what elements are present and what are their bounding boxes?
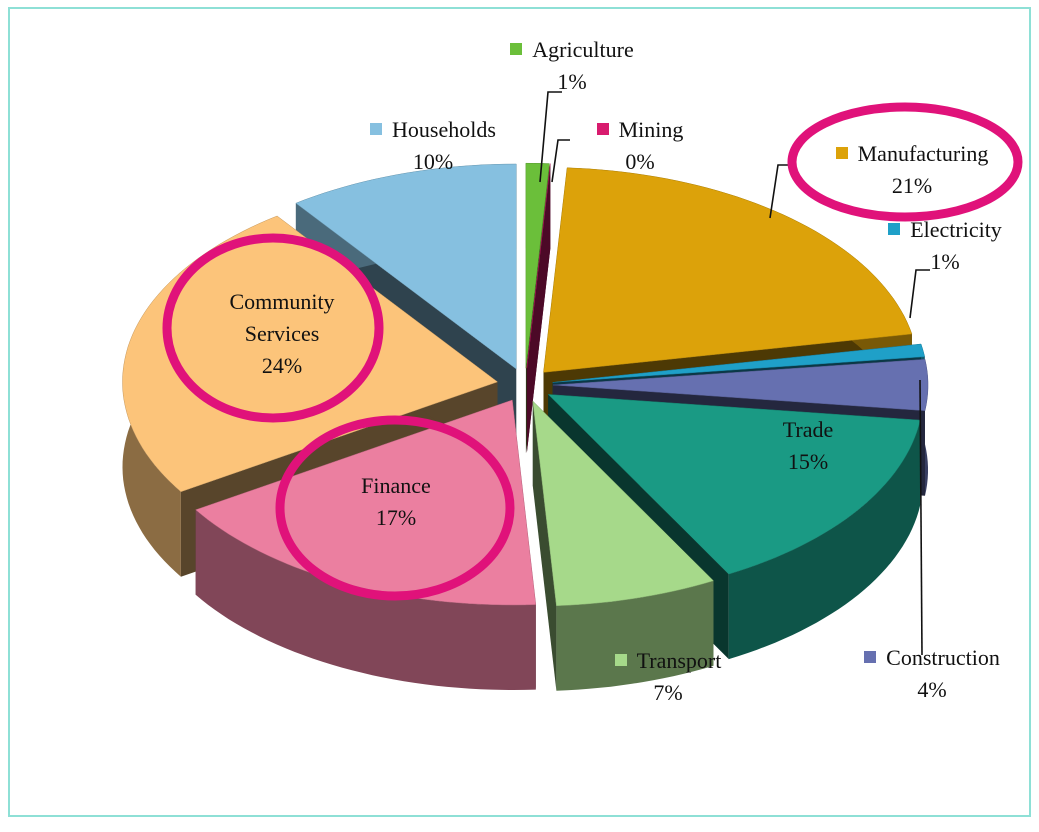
- legend-swatch: [370, 123, 383, 135]
- data-label: Community Services 24%: [207, 286, 357, 382]
- value-label: 10%: [412, 149, 454, 174]
- label-name-line: Community Services: [207, 286, 357, 350]
- slice: [543, 167, 913, 373]
- value-label: 21%: [891, 173, 933, 198]
- data-label: Finance 17%: [316, 470, 476, 534]
- category-label: Agriculture: [532, 37, 634, 62]
- data-label: Manufacturing 21%: [792, 138, 1032, 202]
- value-label: 4%: [917, 677, 947, 702]
- label-name-line: Mining: [540, 114, 740, 146]
- label-name-line: Electricity: [845, 214, 1039, 246]
- legend-swatch: [864, 651, 877, 663]
- data-label: Electricity 1%: [845, 214, 1039, 278]
- slice-wall: [526, 163, 551, 454]
- category-label: Manufacturing: [857, 141, 989, 166]
- category-label: Trade: [782, 417, 834, 442]
- slice-wall: [532, 401, 557, 691]
- value-label: 1%: [557, 69, 587, 94]
- leader-line: [539, 91, 562, 183]
- legend-swatch: [835, 147, 848, 159]
- data-label: Households 10%: [323, 114, 543, 178]
- category-label: Households: [392, 117, 496, 142]
- value-label: 0%: [625, 149, 655, 174]
- label-name-line: Agriculture: [462, 34, 682, 66]
- slice-side: [556, 580, 714, 691]
- label-name-line: Households: [323, 114, 543, 146]
- highlight-ring: [787, 102, 1023, 222]
- data-label: Agriculture 1%: [462, 34, 682, 98]
- highlight-ring: [275, 415, 515, 601]
- highlights: [162, 102, 1023, 601]
- slice-side: [728, 420, 921, 660]
- highlight-ring: [162, 233, 384, 423]
- legend-swatch: [510, 43, 523, 55]
- label-name-line: Construction: [822, 642, 1039, 674]
- category-label: Finance: [361, 473, 431, 498]
- legend-swatch: [888, 223, 901, 235]
- pie: [122, 162, 929, 691]
- category-label: Electricity: [910, 217, 1002, 242]
- slice: [547, 394, 921, 575]
- slice: [526, 163, 551, 369]
- label-name-line: Trade: [728, 414, 888, 446]
- slice: [552, 359, 929, 411]
- value-label: 15%: [787, 449, 829, 474]
- leader-line: [919, 379, 923, 656]
- slice: [122, 215, 499, 492]
- frame: [8, 7, 1031, 817]
- data-label: Transport 7%: [568, 645, 768, 709]
- data-label: Mining 0%: [540, 114, 740, 178]
- data-label: Trade 15%: [728, 414, 888, 478]
- value-label: 17%: [375, 505, 417, 530]
- label-name-line: Finance: [316, 470, 476, 502]
- legend-swatch: [614, 654, 627, 666]
- label-name-line: Manufacturing: [792, 138, 1032, 170]
- leader-line: [551, 139, 570, 183]
- value-label: 24%: [261, 353, 303, 378]
- slice: [552, 343, 926, 383]
- label-name-line: Transport: [568, 645, 768, 677]
- category-label: Construction: [886, 645, 1000, 670]
- slice: [295, 163, 517, 370]
- slice-side: [195, 509, 536, 690]
- value-label: 7%: [653, 680, 683, 705]
- data-label: Construction 4%: [822, 642, 1039, 706]
- slice: [532, 400, 714, 606]
- category-label: Transport: [636, 648, 722, 673]
- legend-swatch: [596, 123, 609, 135]
- category-label: Community Services: [229, 289, 335, 346]
- value-label: 1%: [930, 249, 960, 274]
- slice: [525, 162, 550, 369]
- leader-line: [909, 269, 930, 319]
- category-label: Mining: [618, 117, 684, 142]
